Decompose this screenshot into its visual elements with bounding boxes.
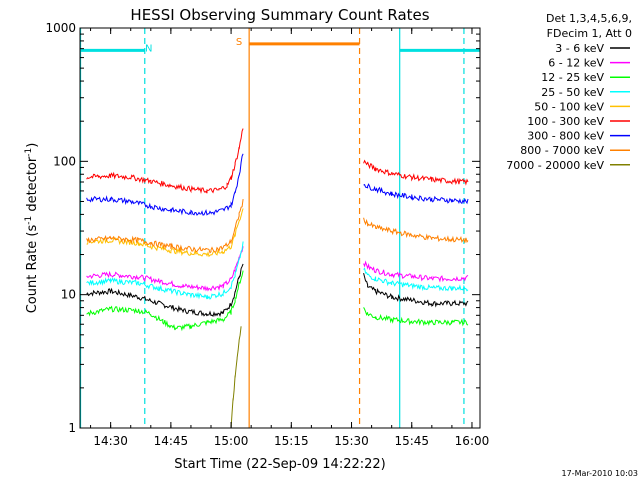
series-line-0-before-saa [86,263,244,318]
series-line-2-after-saa [363,307,469,327]
y-axis-label-mid: detector [25,156,40,216]
y-tick-label-0: 1 [68,421,76,435]
y-axis-label-sup2: -1 [24,148,34,157]
y-axis-label-sup1: -1 [24,216,34,225]
series-line-6-after-saa [363,183,469,205]
x-axis-label: Start Time (22-Sep-09 14:22:22) [174,457,385,472]
plot-area: NS [79,28,480,428]
series-line-6-before-saa [86,153,244,216]
series-line-1-before-saa [86,246,244,292]
series-line-3-after-saa [363,267,469,292]
x-tick-label-6: 16:00 [455,434,490,448]
x-tick-label-4: 15:30 [334,434,369,448]
y-axis-label-suffix: ) [25,143,40,148]
series-line-3-before-saa [86,241,244,300]
legend-header-line-1: Det 1,3,4,5,6,9, [546,12,632,25]
series-line-7-after-saa [363,217,469,243]
series-line-5-before-saa [86,128,244,194]
legend-label-0: 3 - 6 keV [555,42,604,55]
x-tick-label-1: 14:45 [154,434,189,448]
legend: Det 1,3,4,5,6,9, FDecim 1, Att 0 3 - 6 k… [506,12,632,172]
flag-label-saa-1: S [236,37,242,48]
x-tick-label-5: 15:45 [394,434,429,448]
y-tick-label-1: 10 [61,288,76,302]
series-line-2-before-saa [86,270,244,332]
series-line-5-after-saa [363,159,469,186]
x-tick-label-0: 14:30 [93,434,128,448]
x-tick-label-3: 15:15 [274,434,309,448]
generation-timestamp: 17-Mar-2010 10:03 [562,469,639,478]
series-line-1-after-saa [363,260,469,283]
axis-ticks: 14:30 14:45 15:00 15:15 15:30 15:45 16:00 1 10 10… [45,21,489,448]
x-tick-label-2: 15:00 [214,434,249,448]
legend-label-7: 800 - 7000 keV [520,144,604,157]
y-axis-label-prefix: Count Rate (s [25,225,40,314]
legend-label-1: 6 - 12 keV [548,57,604,70]
legend-label-2: 12 - 25 keV [541,71,604,84]
legend-label-8: 7000 - 20000 keV [506,159,604,172]
series-line-7-before-saa [86,199,244,254]
y-tick-label-3: 1000 [45,21,76,35]
chart-title: HESSI Observing Summary Count Rates [130,6,429,24]
legend-header-line-2: FDecim 1, Att 0 [547,27,632,40]
legend-label-3: 25 - 50 keV [541,86,604,99]
y-tick-label-2: 100 [53,154,76,168]
series-line-4-before-saa [86,208,244,258]
flag-label-night-0: N [145,43,152,54]
y-axis-label: Count Rate (s-1 detector-1) [24,143,40,314]
legend-label-4: 50 - 100 keV [534,100,604,113]
plot-frame [79,27,481,429]
series-line-8-before-saa [230,326,242,428]
legend-label-5: 100 - 300 keV [527,115,604,128]
legend-label-6: 300 - 800 keV [527,130,604,143]
series-line-0-after-saa [363,272,469,308]
